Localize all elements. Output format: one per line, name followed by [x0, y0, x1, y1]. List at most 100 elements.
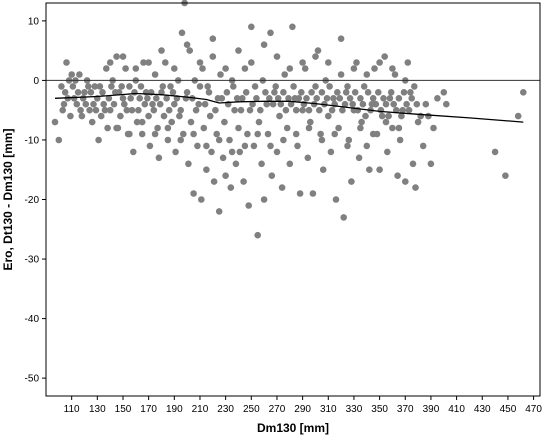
- data-point: [405, 106, 413, 114]
- data-point: [177, 136, 184, 144]
- data-point: [73, 100, 81, 108]
- data-point: [244, 130, 251, 138]
- data-point: [251, 83, 259, 90]
- data-point: [344, 142, 351, 150]
- x-tick-label: 210: [192, 404, 209, 415]
- data-point: [334, 89, 341, 96]
- data-point: [105, 95, 113, 102]
- data-point: [254, 231, 261, 239]
- x-axis-title: Dm130 [mm]: [257, 421, 329, 435]
- data-point: [332, 196, 340, 203]
- x-tick-label: 370: [397, 404, 414, 415]
- data-point: [313, 95, 321, 102]
- data-point: [119, 95, 127, 102]
- data-point: [100, 100, 107, 108]
- data-point: [409, 160, 417, 168]
- y-tick-label: -50: [25, 374, 40, 385]
- data-point: [190, 130, 197, 138]
- data-point: [90, 100, 97, 108]
- data-point: [246, 106, 254, 114]
- data-point: [325, 112, 332, 120]
- data-point: [158, 47, 165, 54]
- data-point: [86, 106, 93, 114]
- data-point: [156, 100, 164, 108]
- x-tick-label: 270: [269, 404, 286, 415]
- data-point: [253, 95, 260, 102]
- data-point: [203, 142, 210, 150]
- data-point: [393, 106, 400, 114]
- data-point: [196, 59, 204, 66]
- data-point: [372, 100, 380, 108]
- data-point: [260, 196, 268, 203]
- data-point: [414, 118, 422, 126]
- data-point: [233, 95, 241, 102]
- data-point: [389, 124, 396, 132]
- data-point: [154, 124, 161, 132]
- data-point: [239, 95, 246, 102]
- data-point: [135, 106, 142, 114]
- data-point: [305, 106, 313, 114]
- x-tick-label: 350: [371, 404, 388, 415]
- data-point: [369, 130, 377, 138]
- data-point: [380, 95, 387, 102]
- data-point: [319, 166, 327, 173]
- data-point: [133, 118, 141, 126]
- data-point: [312, 83, 319, 90]
- data-point: [314, 47, 322, 54]
- data-point: [277, 100, 285, 108]
- data-point: [63, 59, 70, 66]
- data-point: [425, 112, 432, 120]
- data-point: [280, 136, 287, 144]
- data-point: [186, 47, 193, 54]
- data-point: [85, 83, 92, 90]
- data-point: [212, 106, 219, 114]
- data-point: [514, 112, 522, 120]
- data-point: [151, 71, 159, 78]
- y-tick-label: -40: [25, 314, 40, 325]
- data-point: [236, 148, 244, 156]
- data-point: [127, 95, 134, 102]
- data-point: [76, 71, 83, 78]
- data-point: [402, 178, 409, 185]
- data-point: [209, 53, 217, 60]
- x-tick-label: 410: [448, 404, 465, 415]
- data-point: [310, 100, 318, 108]
- data-point: [443, 100, 450, 108]
- data-point: [398, 112, 405, 120]
- data-point: [396, 136, 404, 144]
- data-point: [217, 71, 224, 78]
- data-point: [201, 100, 209, 108]
- data-point: [267, 142, 274, 150]
- y-tick-label: 10: [28, 16, 40, 27]
- data-point: [395, 95, 403, 102]
- data-point: [386, 95, 394, 102]
- data-point: [290, 83, 297, 90]
- data-point: [178, 29, 186, 37]
- data-point: [183, 41, 191, 48]
- data-point: [295, 95, 303, 102]
- data-point: [257, 106, 264, 114]
- data-point: [106, 59, 114, 66]
- data-point: [199, 65, 206, 72]
- x-tick-label: 250: [243, 404, 260, 415]
- data-point: [399, 106, 407, 114]
- data-point: [350, 65, 358, 72]
- data-point: [198, 196, 205, 203]
- data-point: [185, 160, 192, 168]
- data-point: [242, 89, 250, 96]
- data-point: [235, 124, 242, 132]
- data-point: [266, 95, 273, 102]
- x-tick-label: 330: [346, 404, 363, 415]
- data-point: [203, 166, 210, 173]
- x-tick-label: 110: [64, 404, 80, 415]
- data-point: [172, 148, 179, 156]
- data-point: [209, 35, 217, 42]
- data-point: [230, 83, 237, 90]
- x-tick-label: 470: [525, 404, 542, 415]
- data-point: [122, 65, 129, 72]
- data-point: [358, 118, 365, 126]
- data-point: [165, 106, 173, 114]
- data-point: [304, 154, 312, 162]
- data-point: [395, 124, 403, 132]
- data-point: [292, 130, 300, 138]
